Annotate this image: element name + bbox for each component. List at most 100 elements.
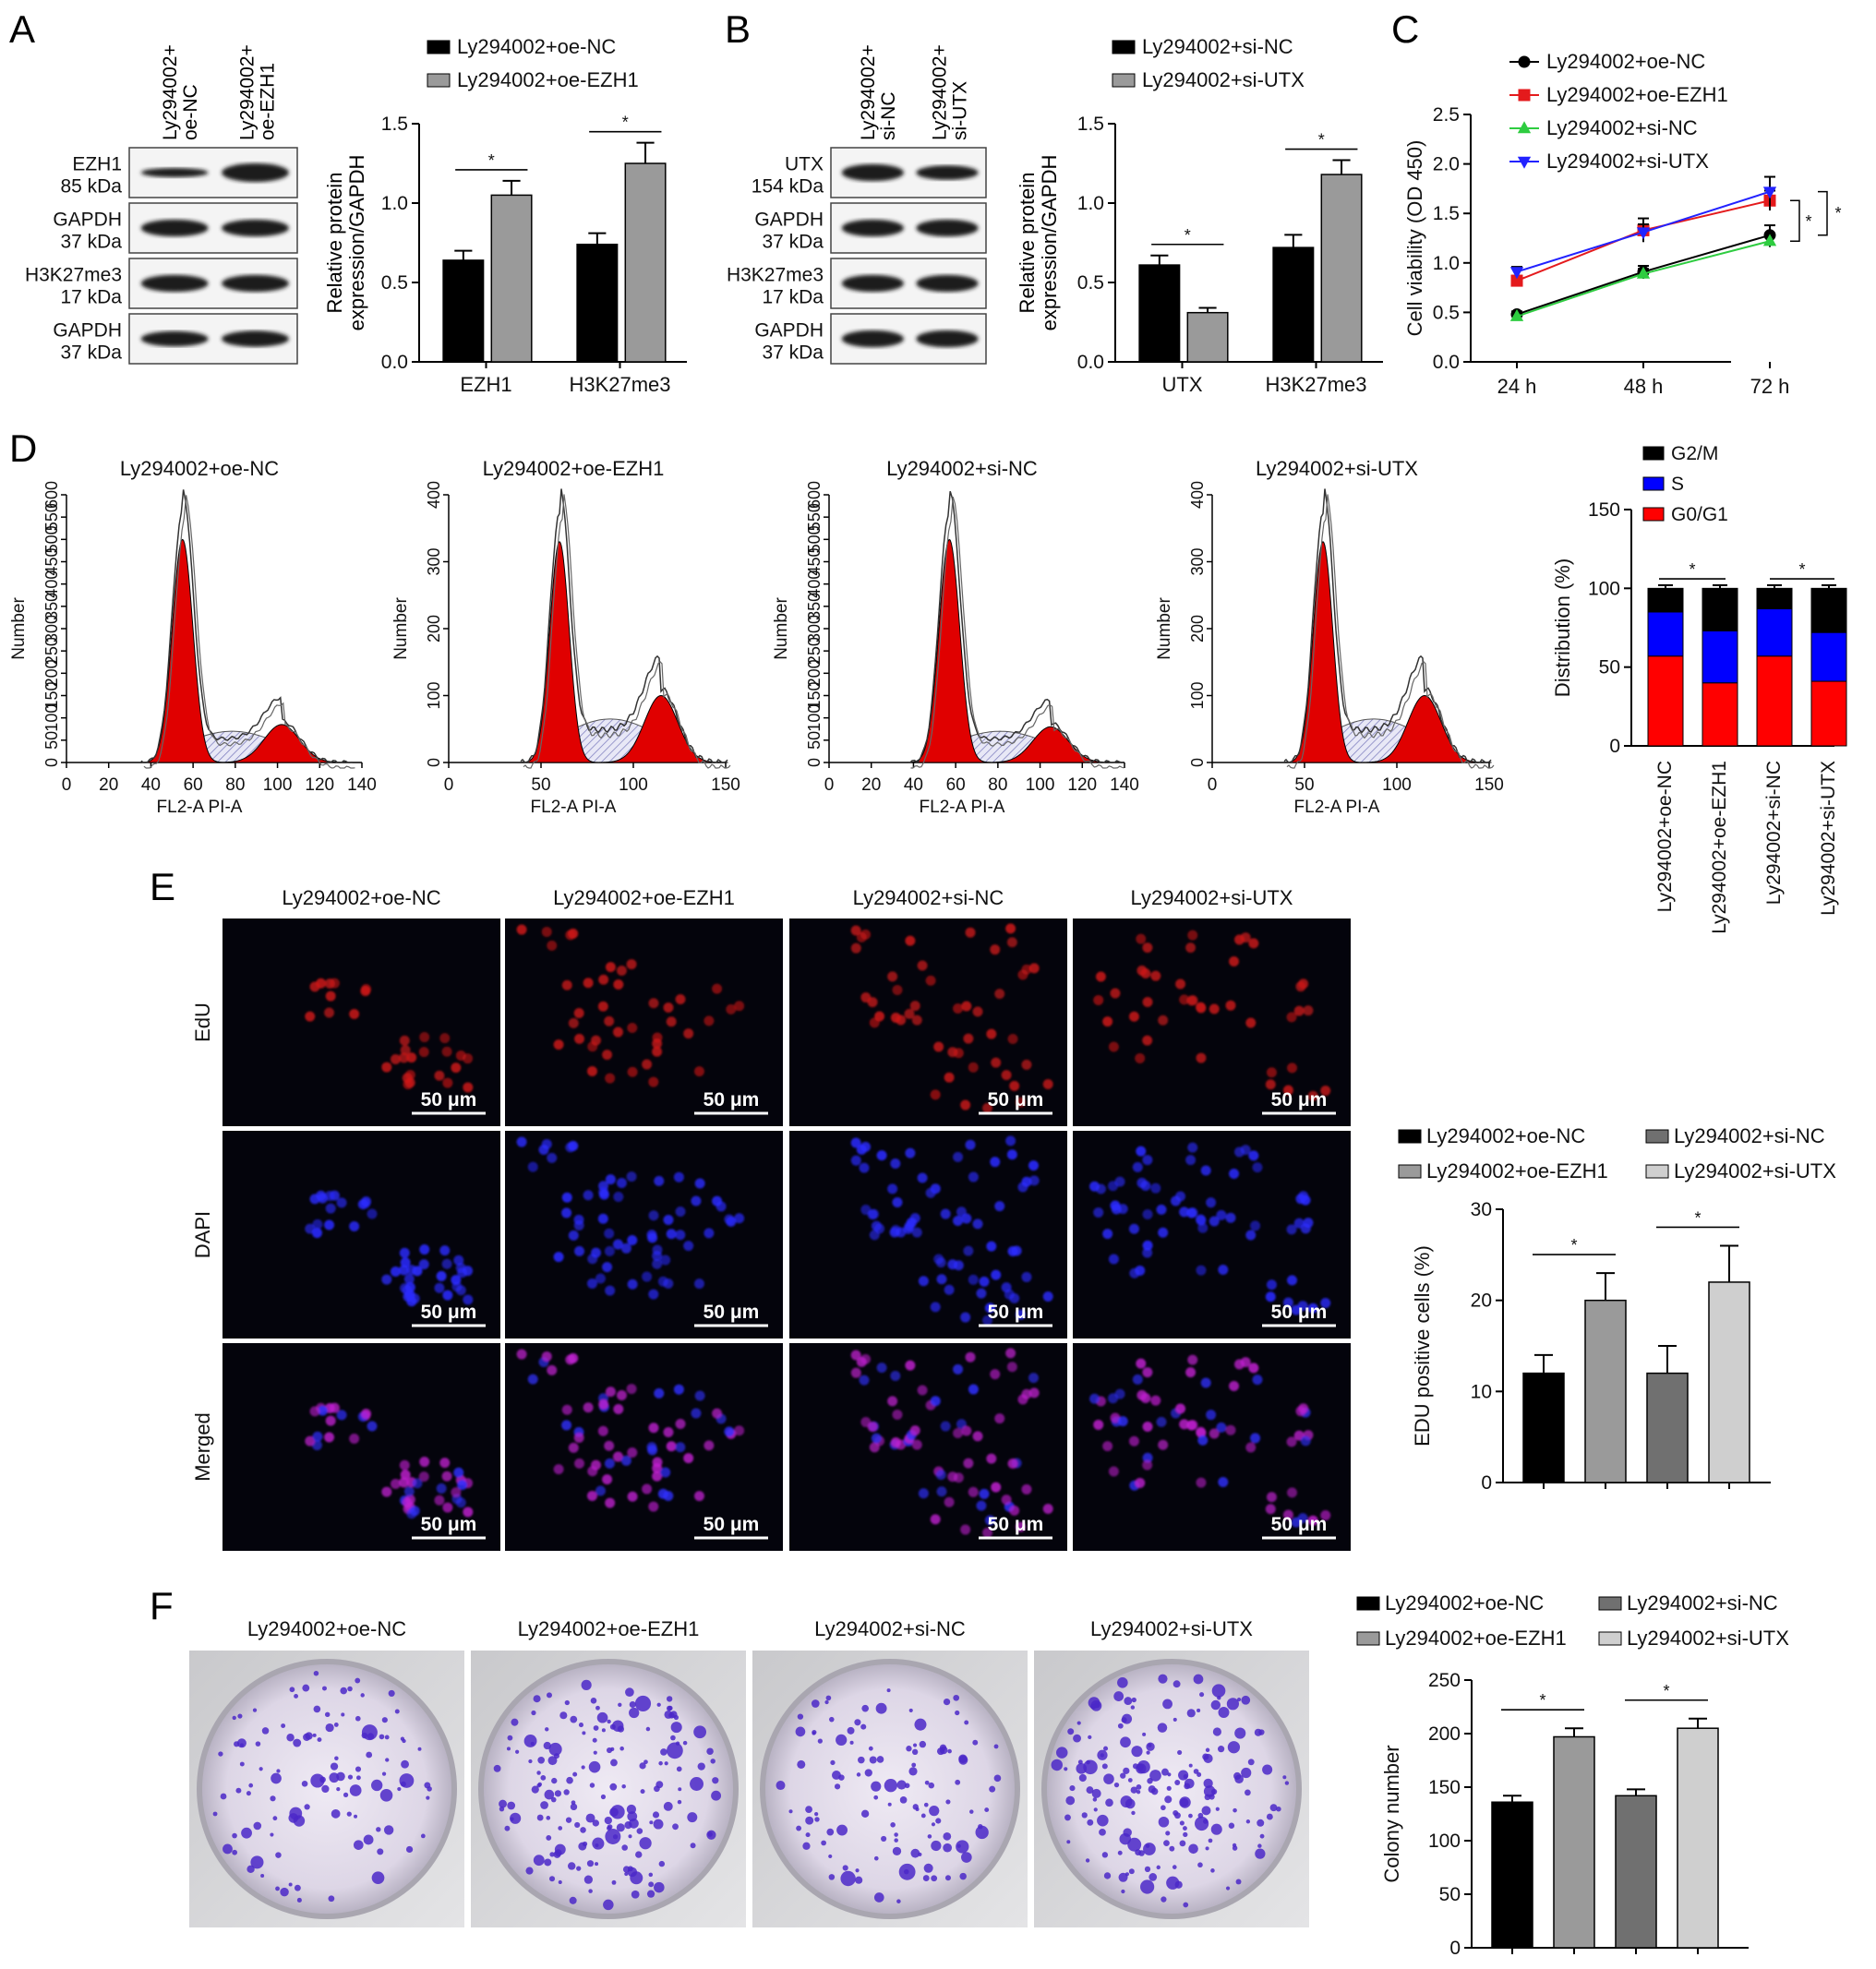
colony [212, 1811, 218, 1817]
bar [1186, 311, 1229, 363]
colony [706, 1747, 714, 1755]
legend-swatch [1398, 1129, 1422, 1144]
colony [1282, 1775, 1287, 1780]
colony [270, 1795, 276, 1802]
colony [355, 1677, 361, 1684]
cell-nucleus [1001, 1070, 1012, 1081]
label-line: expression/GAPDH [345, 155, 368, 331]
histogram-trace [520, 488, 728, 763]
colony [838, 1774, 845, 1781]
colony [1130, 1705, 1136, 1710]
data-point [1762, 234, 1777, 246]
cell-nucleus [1009, 1292, 1020, 1303]
colony [355, 1775, 361, 1781]
colony [506, 1747, 511, 1751]
legend-label: Ly294002+si-UTX [1142, 68, 1305, 91]
colony [222, 1843, 233, 1855]
cell-nucleus [935, 1257, 946, 1268]
significance-star: * [622, 114, 629, 132]
colony [629, 1707, 640, 1719]
cell-nucleus [990, 1369, 1001, 1380]
cell-nucleus [595, 1273, 606, 1284]
cell-nucleus [605, 962, 616, 973]
microscopy-image [505, 1131, 783, 1339]
cell-nucleus [859, 1162, 870, 1173]
blot-protein-label: GAPDH [754, 209, 824, 230]
colony [886, 1688, 891, 1693]
y-tick-label: 100 [425, 681, 443, 709]
y-axis-label: Cell viability (OD 450) [1403, 140, 1426, 337]
y-tick-label: 250 [42, 637, 61, 665]
cell-layer [1089, 1142, 1331, 1315]
colony [945, 1799, 951, 1805]
cell-nucleus [399, 1247, 410, 1258]
colony [592, 1737, 597, 1743]
colony [270, 1832, 274, 1837]
colony [234, 1741, 240, 1747]
colony [1136, 1789, 1141, 1795]
colony [676, 1766, 682, 1772]
cell-nucleus [309, 1406, 320, 1417]
y-tick-label: 0 [1481, 1472, 1492, 1494]
cell-nucleus [325, 991, 336, 1002]
cell-nucleus [648, 1501, 659, 1512]
cell-nucleus [597, 1425, 608, 1436]
colony [636, 1828, 643, 1834]
colony [1255, 1848, 1266, 1859]
cell-nucleus [1007, 1245, 1018, 1256]
data-point [1762, 186, 1777, 199]
cell-nucleus [1142, 1155, 1153, 1166]
cell-nucleus [568, 1230, 579, 1241]
cell-nucleus [1028, 1387, 1040, 1399]
label-line: Ly294002+ [929, 44, 950, 140]
y-tick-label: 600 [805, 481, 824, 509]
colony [280, 1887, 289, 1897]
colony [943, 1831, 952, 1841]
cell-nucleus [627, 1022, 638, 1033]
y-tick-label: 0.0 [1433, 352, 1460, 373]
colony [649, 1820, 654, 1825]
colony [536, 1814, 544, 1821]
microscopy-column-title: Ly294002+si-NC [853, 886, 1004, 909]
cell-nucleus [441, 1046, 452, 1057]
colony [1225, 1886, 1231, 1891]
y-tick-label: 1.5 [1077, 114, 1104, 135]
cell-nucleus [453, 1255, 464, 1266]
colony [531, 1710, 536, 1716]
cell-nucleus [1266, 1067, 1277, 1078]
colony [321, 1784, 330, 1794]
cell-nucleus [963, 1245, 974, 1256]
cell-nucleus [419, 1032, 430, 1043]
colony [856, 1772, 861, 1777]
colony [1233, 1771, 1242, 1781]
cell-nucleus [704, 1440, 715, 1451]
cell-nucleus [940, 1208, 951, 1219]
cell-nucleus [381, 1062, 392, 1073]
y-tick-label: 200 [1428, 1723, 1461, 1745]
bar [1677, 1727, 1719, 1949]
cell-nucleus [1114, 1388, 1125, 1399]
colony [682, 1740, 688, 1746]
blot-kda-label: 85 kDa [60, 176, 122, 198]
label-line: si-NC [878, 92, 899, 141]
colony [528, 1759, 533, 1764]
cell-nucleus [1250, 1433, 1261, 1444]
cell-nucleus [892, 1196, 903, 1207]
cell-nucleus [968, 1171, 979, 1183]
cell-nucleus [1009, 1505, 1020, 1516]
cell-nucleus [1179, 1207, 1190, 1218]
legend-label: Ly294002+oe-NC [1426, 1124, 1585, 1147]
blot-kda-label: 37 kDa [60, 232, 122, 253]
cell-nucleus [905, 935, 916, 946]
colony [572, 1771, 578, 1777]
cell-nucleus [626, 1384, 637, 1395]
cell-nucleus [400, 1257, 411, 1268]
significance-star: * [1663, 1682, 1669, 1700]
colony [349, 1784, 362, 1796]
microscopy-column-title: Ly294002+si-UTX [1131, 886, 1293, 909]
g1-peak [1283, 541, 1363, 763]
colony [232, 1849, 238, 1855]
scale-bar-label: 50 μm [988, 1089, 1044, 1111]
colony [347, 1686, 353, 1692]
cell-nucleus [917, 960, 928, 971]
